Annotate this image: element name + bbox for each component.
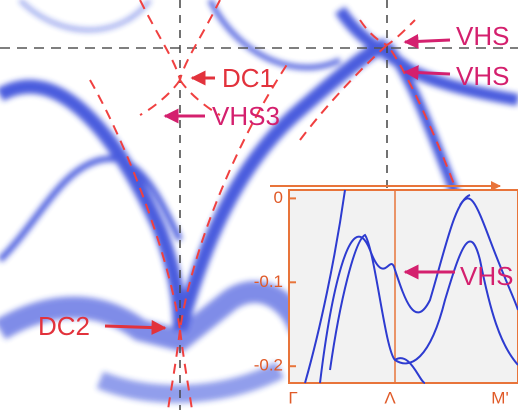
x-tick-label: M' — [491, 388, 508, 407]
arrow — [403, 33, 451, 49]
inset-annotation: VHS — [460, 261, 513, 291]
y-tick-label: -0.2 — [254, 356, 283, 375]
inset-frame — [288, 189, 518, 384]
x-tick-label: Γ — [288, 388, 297, 407]
inset: VHS 0 -0.1 -0.2 Γ Λ M' — [254, 181, 518, 407]
annotations: DC1 VHS3 VHS VHS DC2 — [38, 21, 509, 341]
x-tick-label: Λ — [384, 388, 396, 407]
inset-bands — [304, 189, 518, 384]
dirac-cones — [89, 0, 461, 410]
y-tick-label: -0.1 — [254, 272, 283, 291]
label-dc2: DC2 — [38, 311, 90, 341]
label-vhs3: VHS3 — [212, 101, 280, 131]
label-vhs-top: VHS — [456, 21, 509, 51]
label-dc1: DC1 — [222, 63, 274, 93]
y-tick-label: 0 — [274, 188, 283, 207]
arrow — [403, 65, 451, 81]
arrow — [104, 320, 167, 336]
label-vhs-mid: VHS — [456, 61, 509, 91]
